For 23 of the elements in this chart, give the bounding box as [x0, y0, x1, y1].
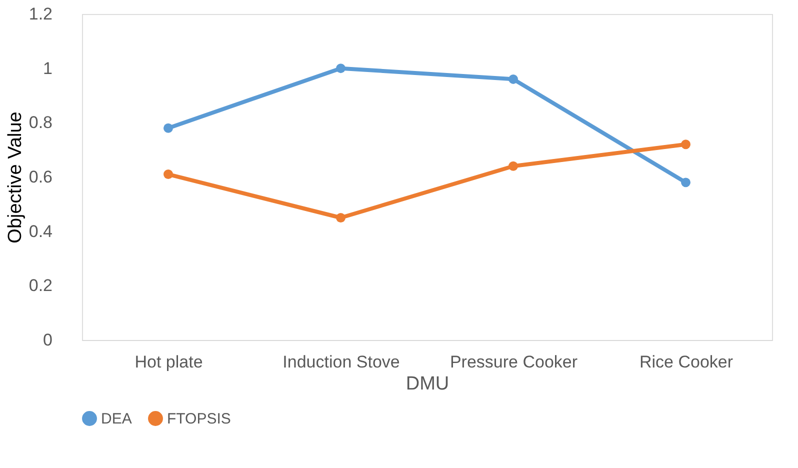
x-tick-label: Induction Stove — [282, 352, 400, 372]
point — [336, 64, 346, 74]
x-axis-title: DMU — [406, 374, 450, 394]
y-tick-label: 1 — [43, 58, 52, 78]
legend-label: FTOPSIS — [167, 410, 231, 428]
point — [164, 123, 173, 133]
y-tick-label: 0.4 — [28, 222, 52, 241]
point — [681, 178, 690, 188]
x-tick-label: Hot plate — [134, 352, 203, 372]
x-tick-label: Rice Cooker — [639, 352, 734, 372]
y-tick-label: 0.8 — [28, 113, 52, 132]
y-tick-label: 1.2 — [28, 4, 52, 24]
y-tick-label: 0 — [43, 330, 52, 350]
legend-label: DEA — [101, 410, 132, 428]
point — [164, 170, 173, 180]
x-tick-label: Pressure Cooker — [450, 352, 578, 372]
y-axis-title: Objective Value — [4, 112, 26, 244]
point — [681, 140, 690, 150]
point — [508, 74, 518, 84]
point — [508, 161, 518, 171]
point — [336, 213, 346, 222]
y-tick-label: 0.6 — [28, 168, 52, 186]
y-tick-label: 0.2 — [28, 276, 52, 296]
